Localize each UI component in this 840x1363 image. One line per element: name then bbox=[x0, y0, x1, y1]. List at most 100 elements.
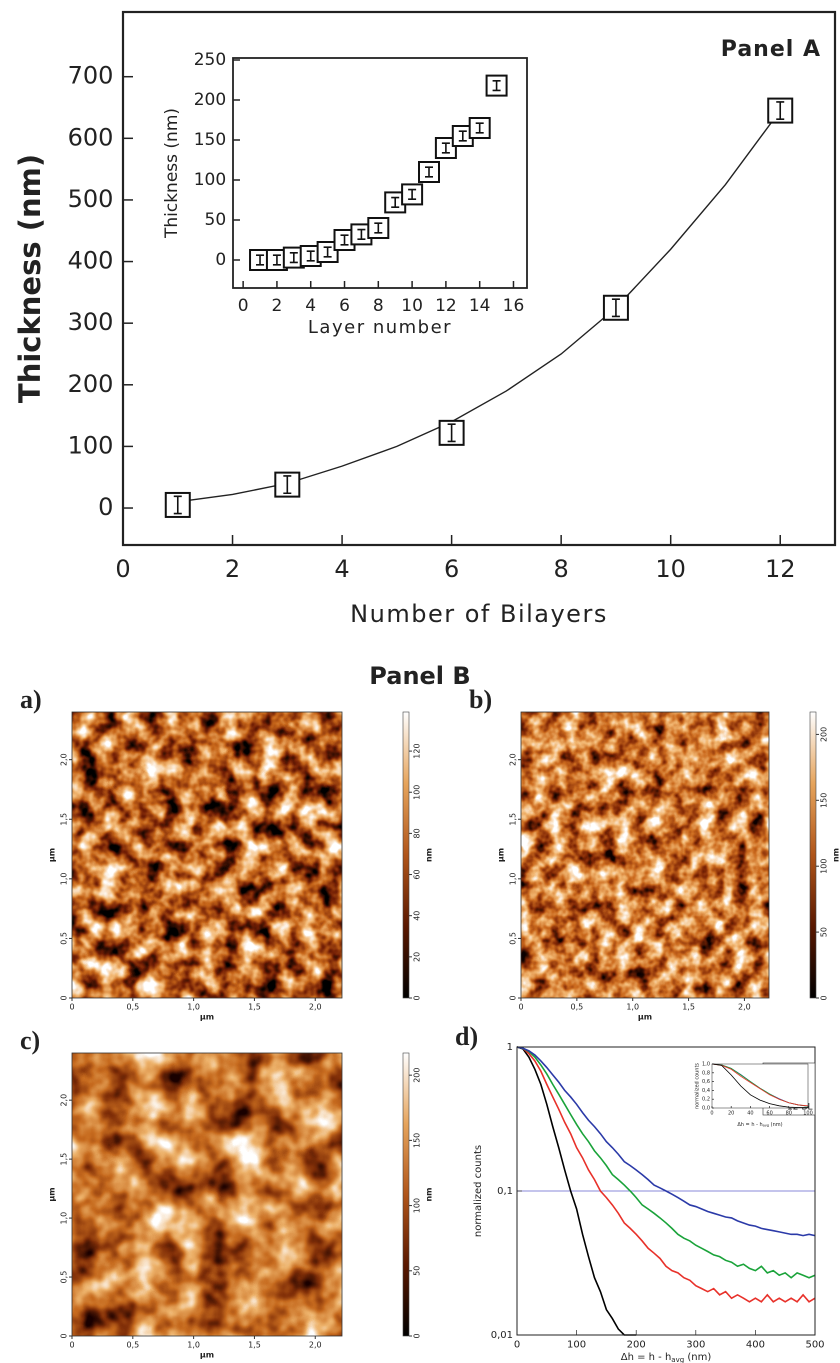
x-tick-label: 80 bbox=[786, 1110, 792, 1116]
colorbar-tick-label: 100 bbox=[413, 785, 422, 800]
x-tick-label: 400 bbox=[746, 1340, 765, 1351]
afm-image bbox=[72, 1053, 342, 1336]
plot-frame bbox=[711, 1063, 809, 1109]
y-tick-label: 500 bbox=[68, 185, 114, 213]
y-tick-label: 0 bbox=[98, 493, 113, 521]
x-tick-label: 0 bbox=[115, 555, 130, 583]
y-tick-label: 200 bbox=[68, 370, 114, 398]
x-axis-label: Layer number bbox=[308, 317, 452, 338]
afm-image bbox=[521, 712, 769, 998]
panel-label: a) bbox=[20, 685, 42, 714]
series-line bbox=[711, 1063, 808, 1108]
colorbar-label: nm bbox=[425, 1187, 434, 1201]
x-tick-label: 20 bbox=[728, 1110, 734, 1116]
y-tick-label: 250 bbox=[194, 50, 226, 70]
error-bar bbox=[357, 228, 366, 240]
x-tick-label: 0 bbox=[518, 1003, 523, 1012]
x-tick-label: 2,0 bbox=[309, 1341, 322, 1350]
y-tick-label: 0,5 bbox=[60, 932, 69, 945]
x-tick-label: 4 bbox=[305, 296, 316, 316]
panel-title: Panel A bbox=[721, 37, 821, 62]
y-axis-label: normalized counts bbox=[473, 1145, 484, 1237]
colorbar-tick-label: 40 bbox=[413, 911, 422, 921]
y-tick-label: 1,0 bbox=[702, 1062, 710, 1068]
y-tick-label: 1,0 bbox=[60, 1212, 69, 1225]
x-tick-label: 500 bbox=[805, 1340, 824, 1351]
panel-b-heading: Panel B bbox=[369, 662, 470, 690]
y-tick-label: 0,4 bbox=[702, 1088, 710, 1094]
colorbar bbox=[402, 1052, 410, 1337]
y-tick-label: 0,5 bbox=[60, 1271, 69, 1284]
x-tick-label: 100 bbox=[803, 1110, 813, 1116]
error-bar bbox=[306, 250, 315, 262]
x-axis-label-part: Δh = h - h bbox=[621, 1352, 672, 1363]
error-bar bbox=[611, 298, 620, 318]
y-tick-label: 0 bbox=[215, 250, 226, 270]
x-axis-label: Δh = h - havg (nm) bbox=[737, 1122, 782, 1128]
colorbar-tick-label: 0 bbox=[413, 995, 422, 1000]
colorbar-tick-label: 120 bbox=[413, 743, 422, 758]
x-tick-label: 4 bbox=[334, 555, 349, 583]
y-tick-label: 100 bbox=[68, 431, 114, 459]
x-tick-label: 1,5 bbox=[248, 1003, 261, 1012]
error-bar bbox=[374, 222, 383, 234]
x-tick-label: 300 bbox=[686, 1340, 705, 1351]
x-tick-label: 8 bbox=[554, 555, 569, 583]
x-tick-label: 0,5 bbox=[126, 1341, 139, 1350]
afm-image bbox=[72, 712, 342, 998]
x-axis-label: µm bbox=[200, 1013, 214, 1022]
x-tick-label: 1,5 bbox=[682, 1003, 695, 1012]
series-line bbox=[516, 1046, 637, 1336]
x-tick-label: 2,0 bbox=[309, 1003, 322, 1012]
x-tick-label: 40 bbox=[747, 1110, 753, 1116]
error-bar bbox=[289, 252, 298, 264]
y-tick-label: 0,6 bbox=[702, 1079, 710, 1085]
x-tick-label: 2 bbox=[272, 296, 283, 316]
colorbar bbox=[402, 711, 410, 999]
colorbar-tick-label: 60 bbox=[413, 869, 422, 879]
x-tick-label: 200 bbox=[627, 1340, 646, 1351]
y-tick-label: 0,01 bbox=[491, 1330, 513, 1341]
x-tick-label: 0 bbox=[69, 1341, 74, 1350]
y-tick-label: 0,1 bbox=[497, 1186, 513, 1197]
panel-label: d) bbox=[455, 1022, 478, 1051]
colorbar-tick-label: 100 bbox=[413, 1198, 422, 1213]
colorbar-tick-label: 80 bbox=[413, 828, 422, 838]
y-tick-label: 300 bbox=[68, 308, 114, 336]
x-tick-label: 1,0 bbox=[187, 1341, 200, 1350]
y-tick-label: 0 bbox=[509, 995, 518, 1000]
error-bar bbox=[425, 166, 433, 178]
error-bar bbox=[475, 122, 484, 134]
x-axis-label-part: Δh = h - h bbox=[737, 1122, 762, 1128]
y-tick-label: 0,2 bbox=[702, 1097, 710, 1103]
error-bar bbox=[283, 475, 292, 495]
y-axis-label: Thickness (nm) bbox=[13, 154, 47, 403]
x-tick-label: 14 bbox=[469, 296, 491, 316]
error-bar bbox=[340, 234, 349, 246]
y-tick-label: 0,0 bbox=[702, 1106, 710, 1112]
colorbar-tick-label: 150 bbox=[413, 1133, 422, 1148]
image-frame bbox=[71, 1052, 343, 1337]
x-tick-label: 10 bbox=[655, 555, 686, 583]
x-tick-label: 1,0 bbox=[187, 1003, 200, 1012]
y-axis-label: µm bbox=[48, 1187, 57, 1201]
x-axis-label: µm bbox=[200, 1351, 214, 1360]
error-bar bbox=[458, 130, 467, 142]
y-tick-label: 2,0 bbox=[60, 1094, 69, 1107]
x-tick-label: 1,5 bbox=[248, 1341, 261, 1350]
series-line bbox=[516, 1046, 816, 1279]
panel-label: c) bbox=[20, 1026, 40, 1055]
x-tick-label: 60 bbox=[766, 1110, 772, 1116]
colorbar-tick-label: 50 bbox=[413, 1266, 422, 1276]
x-tick-label: 0 bbox=[69, 1003, 74, 1012]
error-bar bbox=[272, 254, 281, 266]
series-line bbox=[516, 1046, 816, 1303]
x-tick-label: 2 bbox=[225, 555, 240, 583]
error-bar bbox=[441, 142, 450, 154]
plot-frame bbox=[232, 57, 528, 289]
colorbar-tick-label: 200 bbox=[820, 727, 829, 742]
colorbar-label: nm bbox=[425, 848, 434, 862]
y-tick-label: 0 bbox=[60, 995, 69, 1000]
colorbar-tick-label: 150 bbox=[820, 793, 829, 808]
